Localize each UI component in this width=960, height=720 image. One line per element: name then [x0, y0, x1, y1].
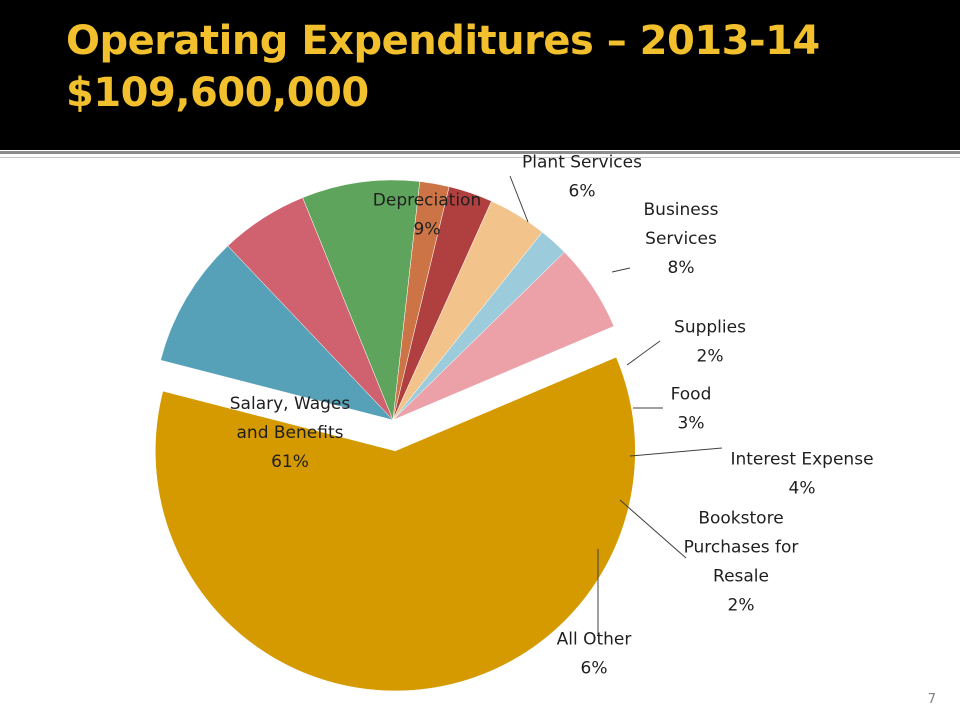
title-divider [0, 151, 960, 154]
slice-label-supplies: Supplies 2% [674, 318, 746, 367]
slice-label-depreciation: Depreciation 9% [373, 191, 481, 240]
leader-line-plant-services [509, 175, 529, 223]
slide-title-line-2: $109,600,000 [66, 70, 369, 116]
leader-line-business-services [611, 267, 631, 273]
slide-title-line-1: Operating Expenditures – 2013-14 [66, 18, 820, 64]
title-bar: Operating Expenditures – 2013-14 $109,60… [0, 0, 960, 150]
slice-label-bookstore-purchases-for-resale: Bookstore Purchases for Resale 2% [684, 509, 799, 616]
leader-line-interest-expense [629, 447, 723, 457]
slice-label-salary-wages-and-benefits: Salary, Wages and Benefits 61% [230, 394, 351, 472]
pie-slice-salary-wages-and-benefits [155, 356, 636, 692]
slice-label-business-services: Business Services 8% [644, 200, 719, 278]
slice-label-food: Food 3% [671, 385, 712, 434]
slice-label-interest-expense: Interest Expense 4% [730, 450, 873, 499]
pie-slice-depreciation [160, 245, 394, 421]
title-divider-thin [0, 157, 960, 158]
pie-slice-all-other [392, 251, 615, 421]
pie-slice-business-services [302, 179, 421, 421]
slice-label-all-other: All Other 6% [557, 630, 632, 679]
slide-number: 7 [927, 692, 936, 707]
leader-line-bookstore-purchases-for-resale [619, 499, 687, 559]
leader-line-supplies [626, 340, 661, 366]
slice-label-plant-services: Plant Services 6% [522, 153, 642, 202]
